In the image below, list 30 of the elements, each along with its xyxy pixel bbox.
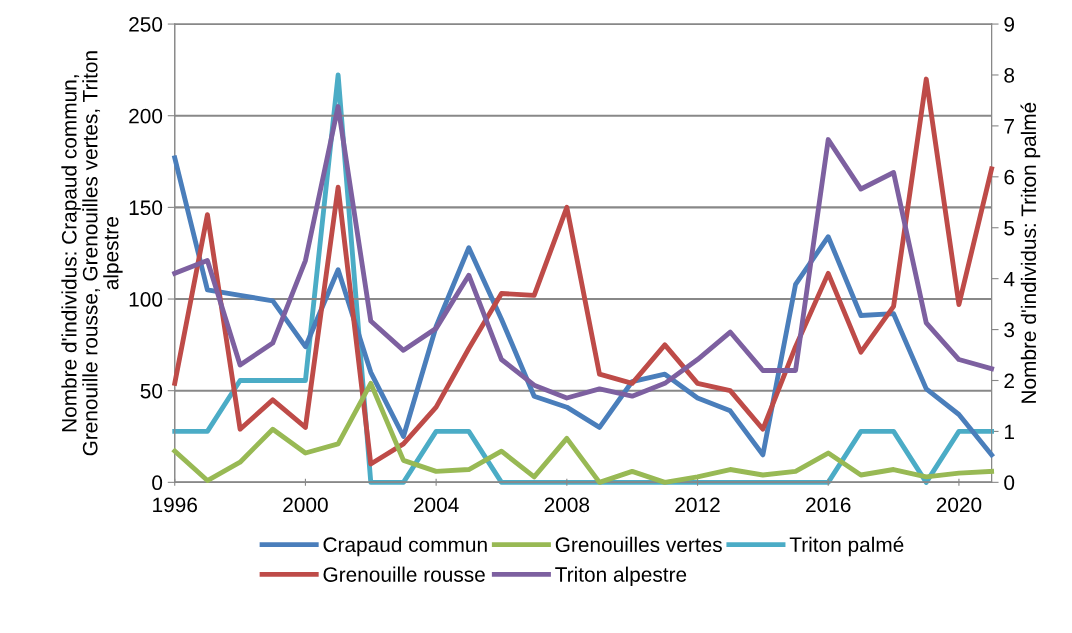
x-tick-label: 2004	[414, 497, 459, 513]
y2-tick-label: 2	[1004, 373, 1014, 389]
y2-tick-label: 8	[1004, 67, 1015, 83]
x-tick-label: 2008	[544, 497, 590, 513]
y2-tick-label: 0	[1004, 475, 1015, 491]
x-tick-label: 2016	[806, 497, 851, 513]
legend-label: Crapaud commun	[323, 536, 487, 557]
y2-axis-title: Nombre d'individus: Triton palmé	[1020, 102, 1041, 403]
legend-label: Grenouilles vertes	[555, 536, 722, 553]
x-tick-label: 2000	[283, 497, 328, 513]
y-tick-label: 250	[129, 17, 163, 32]
y-axis-title: Nombre d'individus: Crapaud commun, Grenouille rousse, Grenouilles vertes, Triton alpestre	[61, 51, 123, 456]
y2-tick-label: 1	[1004, 424, 1014, 439]
legend-label: Triton alpestre	[555, 566, 687, 587]
y2-tick-label: 9	[1004, 17, 1014, 32]
y2-tick-label: 7	[1004, 119, 1014, 134]
x-tick-label: 2012	[675, 497, 720, 513]
y2-tick-label: 3	[1004, 322, 1015, 338]
y2-tick-label: 6	[1004, 169, 1015, 185]
y2-tick-label: 5	[1004, 220, 1015, 236]
y2-tick-label: 4	[1003, 271, 1015, 287]
y-tick-label: 0	[152, 475, 163, 491]
legend-label: Triton palmé	[789, 536, 904, 557]
legend-label: Grenouille rousse	[323, 566, 485, 582]
x-tick-label: 1996	[153, 497, 197, 513]
y-tick-label: 50	[140, 383, 163, 399]
y-tick-label: 150	[129, 200, 163, 216]
y-tick-label: 100	[129, 292, 163, 307]
y-tick-label: 200	[129, 108, 163, 124]
x-tick-label: 2020	[936, 497, 982, 513]
